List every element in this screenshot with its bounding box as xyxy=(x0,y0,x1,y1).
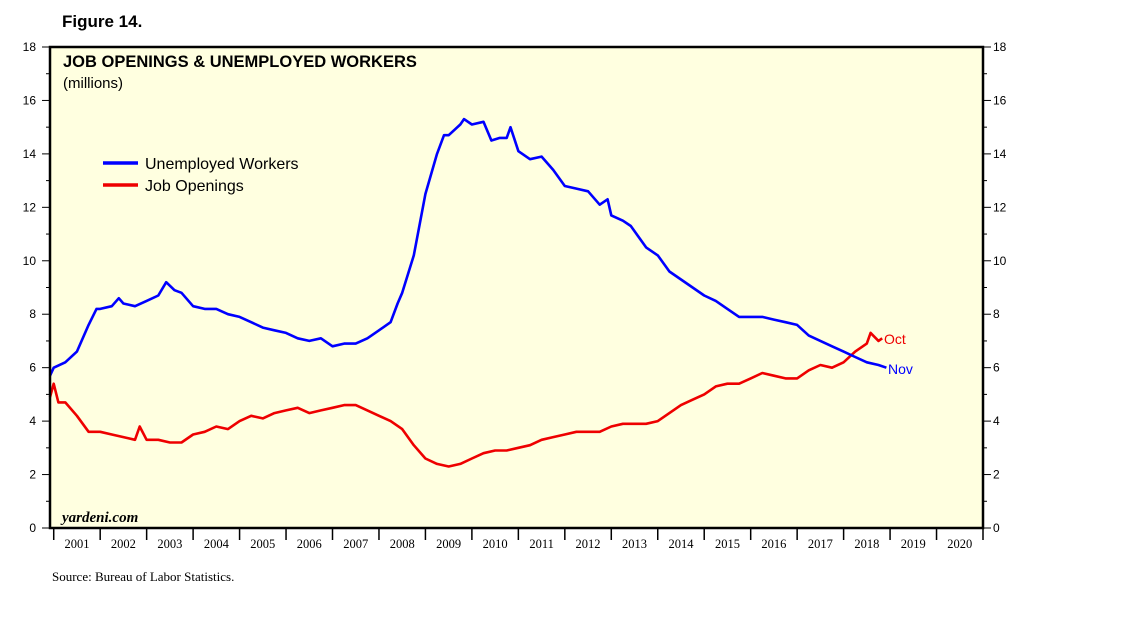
y-tick-label-left: 16 xyxy=(23,93,37,107)
x-tick-label: 2007 xyxy=(343,537,368,551)
plot-background xyxy=(50,47,983,528)
y-tick-label-left: 2 xyxy=(29,468,36,482)
chart-subtitle: (millions) xyxy=(63,75,123,92)
y-tick-label-right: 16 xyxy=(993,93,1007,107)
tick-layer: 0 0 2 2 4 4 6 6 8 8 10 10 12 12 14 14 16 16 18 18 2001 2002 20… xyxy=(23,40,1007,551)
y-tick-label-left: 14 xyxy=(23,147,37,161)
series-layer xyxy=(48,117,887,468)
x-tick-label: 2019 xyxy=(901,537,926,551)
x-tick-label: 2006 xyxy=(297,537,322,551)
y-tick-label-right: 12 xyxy=(993,200,1007,214)
y-tick-label-left: 6 xyxy=(29,361,36,375)
y-tick-label-right: 10 xyxy=(993,254,1007,268)
legend: Unemployed Workers Job Openings xyxy=(103,156,299,195)
y-tick-label-left: 4 xyxy=(29,414,36,428)
legend-label-openings: Job Openings xyxy=(145,178,244,195)
y-tick-label-right: 6 xyxy=(993,361,1000,375)
x-tick-label: 2004 xyxy=(204,537,230,551)
x-tick-label: 2008 xyxy=(390,537,415,551)
x-tick-label: 2015 xyxy=(715,537,740,551)
y-tick-label-left: 10 xyxy=(23,254,37,268)
y-tick-label-right: 14 xyxy=(993,147,1007,161)
chart-title: JOB OPENINGS & UNEMPLOYED WORKERS xyxy=(63,53,417,71)
legend-label-unemployed: Unemployed Workers xyxy=(145,156,299,173)
y-tick-label-left: 8 xyxy=(29,307,36,321)
figure-label: Figure 14. xyxy=(62,12,143,31)
y-tick-label-right: 2 xyxy=(993,468,1000,482)
x-tick-label: 2013 xyxy=(622,537,647,551)
y-tick-label-right: 8 xyxy=(993,307,1000,321)
x-tick-label: 2011 xyxy=(529,537,554,551)
y-tick-label-left: 12 xyxy=(23,200,37,214)
x-tick-label: 2009 xyxy=(436,537,461,551)
y-tick-label-right: 4 xyxy=(993,414,1000,428)
x-tick-label: 2010 xyxy=(483,537,508,551)
series-end-label-oct: Oct xyxy=(884,331,906,347)
x-tick-label: 2012 xyxy=(576,537,601,551)
series-end-label-nov: Nov xyxy=(888,361,913,377)
series-line-job-openings xyxy=(48,331,883,468)
x-tick-label: 2005 xyxy=(250,537,275,551)
source-note: Source: Bureau of Labor Statistics. xyxy=(52,569,235,584)
x-tick-label: 2020 xyxy=(947,537,972,551)
x-tick-label: 2014 xyxy=(668,537,694,551)
x-tick-label: 2016 xyxy=(761,537,786,551)
y-tick-label-right: 0 xyxy=(993,521,1000,535)
x-tick-label: 2017 xyxy=(808,537,833,551)
y-tick-label-right: 18 xyxy=(993,40,1007,54)
x-tick-label: 2001 xyxy=(64,537,89,551)
y-tick-label-left: 0 xyxy=(29,521,36,535)
series-line-unemployed-workers xyxy=(48,117,887,377)
x-tick-label: 2018 xyxy=(854,537,879,551)
plot-frame xyxy=(48,45,985,530)
y-tick-label-left: 18 xyxy=(23,40,37,54)
x-tick-label: 2003 xyxy=(157,537,182,551)
x-tick-label: 2002 xyxy=(111,537,136,551)
watermark: yardeni.com xyxy=(60,510,138,526)
